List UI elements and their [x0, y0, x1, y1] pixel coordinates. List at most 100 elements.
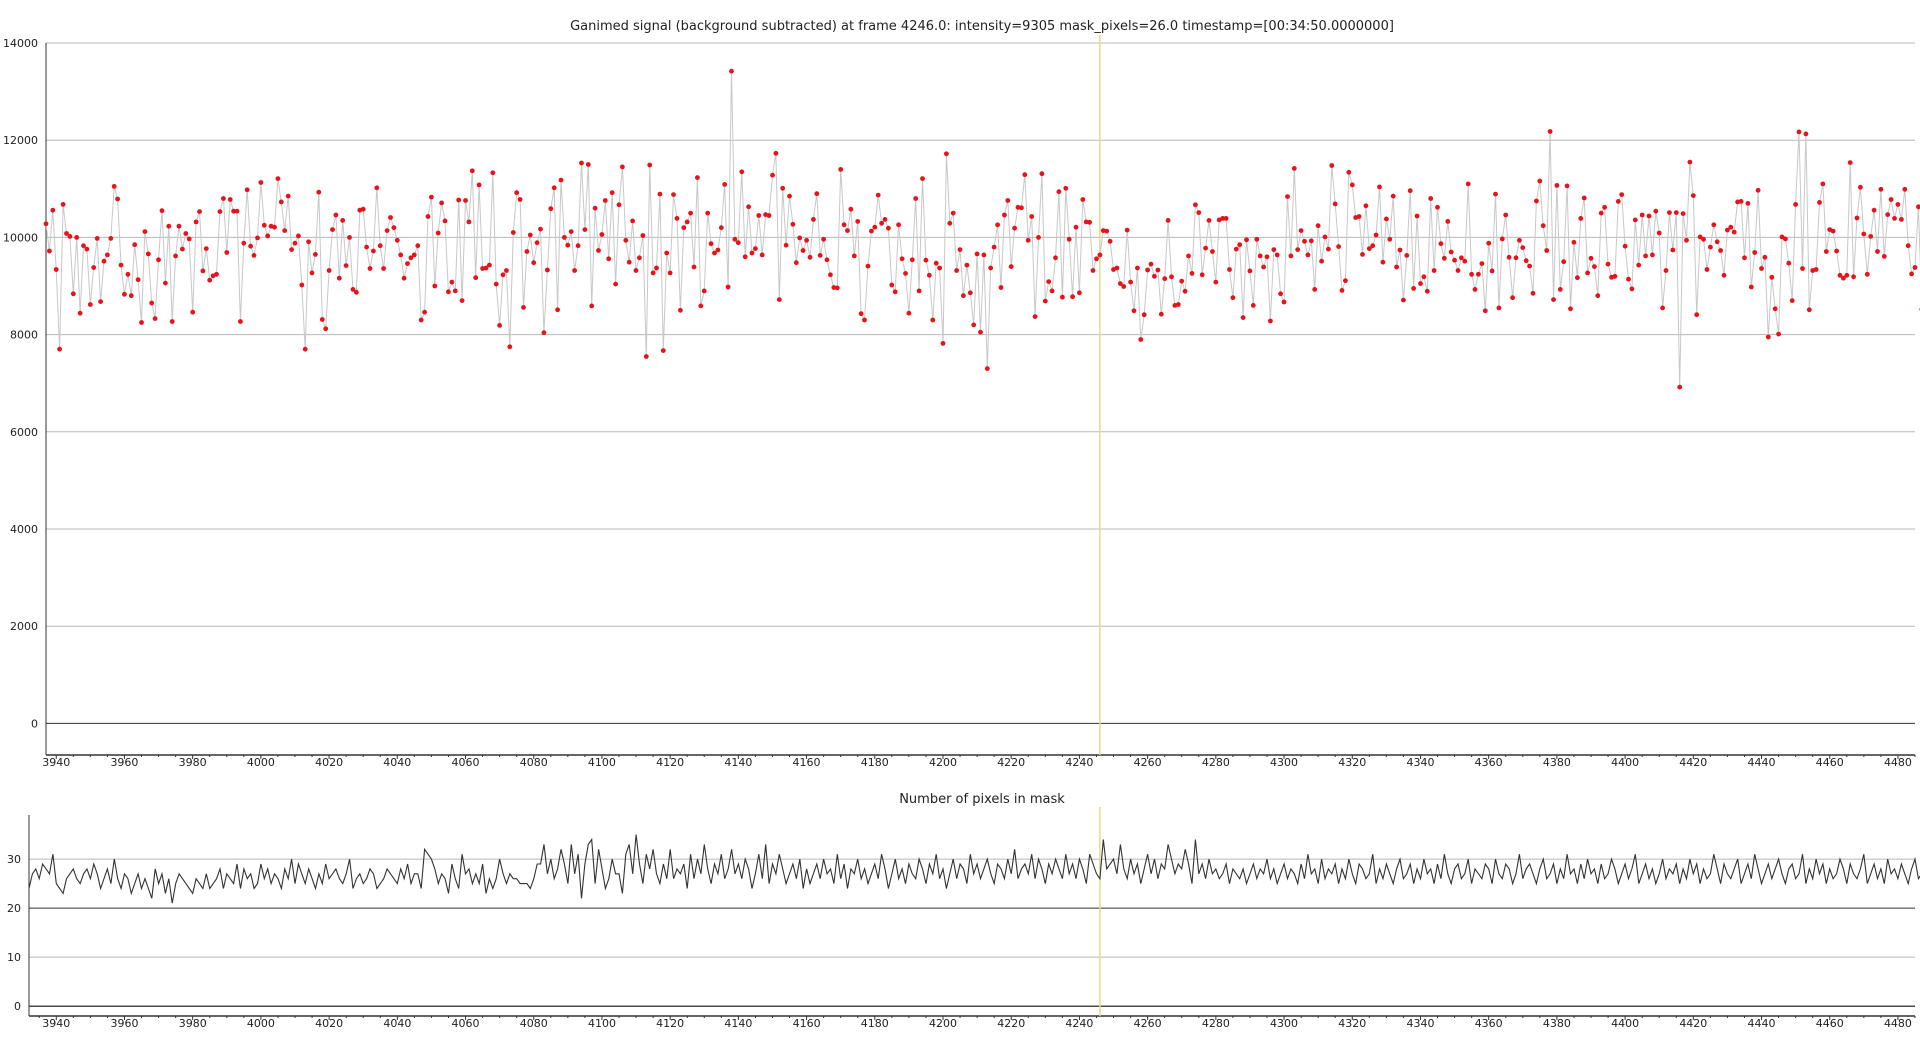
data-point [1765, 334, 1771, 340]
data-point [1141, 312, 1147, 318]
data-point [350, 287, 356, 292]
data-point [183, 231, 189, 236]
data-point [1394, 264, 1399, 270]
data-point [558, 177, 564, 183]
data-point [585, 162, 591, 167]
data-point [1503, 212, 1509, 218]
data-point [1479, 261, 1485, 266]
data-point [1411, 286, 1416, 291]
data-point [1728, 224, 1734, 230]
data-point [354, 289, 359, 295]
data-point [1585, 270, 1590, 276]
x-tick-label: 4360 [1475, 756, 1503, 769]
data-point [1677, 384, 1683, 390]
data-point [1268, 318, 1273, 324]
data-point [469, 168, 475, 174]
data-point [1465, 181, 1471, 187]
data-point [1537, 178, 1543, 184]
data-point [1858, 184, 1863, 190]
data-point [1899, 217, 1904, 222]
data-point [316, 189, 322, 195]
x-tick-label: 4020 [315, 1017, 343, 1030]
data-point [377, 243, 383, 249]
data-point [1615, 199, 1621, 204]
data-point [64, 231, 69, 236]
data-point [606, 256, 612, 262]
data-point [1431, 268, 1437, 273]
x-tick-label: 3940 [42, 1017, 70, 1030]
x-tick-label: 4300 [1270, 756, 1298, 769]
data-point [538, 226, 543, 232]
data-point [173, 253, 179, 259]
data-point [1254, 236, 1260, 242]
data-point [886, 225, 891, 231]
data-point [176, 223, 182, 229]
data-point [1029, 214, 1035, 219]
data-point [517, 197, 523, 202]
y-tick-label: 4000 [10, 523, 38, 536]
data-point [77, 310, 83, 316]
data-point [1540, 223, 1546, 229]
data-point [313, 252, 318, 257]
data-point [463, 198, 468, 203]
y-tick-label: 10 [7, 951, 21, 964]
data-point [701, 288, 707, 294]
data-point [91, 265, 97, 270]
data-point [1748, 284, 1754, 290]
data-point [309, 270, 315, 276]
data-point [231, 208, 237, 214]
x-tick-label: 4060 [452, 1017, 480, 1030]
data-point [221, 196, 226, 201]
x-tick-label: 4080 [520, 756, 548, 769]
data-point [858, 311, 864, 317]
data-point [1718, 248, 1723, 253]
data-point [1902, 186, 1908, 192]
data-point [1687, 159, 1693, 165]
data-point [906, 310, 912, 316]
data-point [1162, 276, 1168, 282]
data-point [903, 271, 908, 276]
data-point [1233, 246, 1239, 252]
y-tick-label: 0 [31, 717, 38, 730]
data-point [1622, 243, 1628, 249]
data-point [974, 251, 980, 257]
data-point [1005, 198, 1011, 203]
data-point [1070, 294, 1075, 300]
data-point [1561, 259, 1567, 265]
data-point [1169, 274, 1174, 280]
data-point [1373, 232, 1379, 238]
data-point [1182, 288, 1188, 294]
x-tick-label: 4380 [1543, 1017, 1571, 1030]
data-point [1370, 243, 1376, 249]
data-point [1053, 255, 1058, 261]
data-point [1554, 183, 1560, 188]
data-point [1820, 181, 1826, 187]
data-point [848, 206, 854, 212]
data-point [712, 250, 717, 256]
data-point [87, 302, 93, 307]
data-point [139, 320, 144, 325]
data-point [1725, 227, 1730, 233]
data-point [1250, 303, 1256, 308]
data-point [746, 204, 751, 210]
data-point [807, 254, 813, 260]
data-point [1643, 253, 1648, 259]
data-point [1588, 255, 1594, 261]
data-point [1499, 236, 1505, 242]
data-point [899, 256, 905, 262]
data-point [497, 323, 502, 328]
x-tick-label: 4200 [929, 1017, 957, 1030]
data-point [1711, 222, 1717, 228]
chart-1-title: Ganimed signal (background subtracted) a… [570, 19, 1394, 34]
data-point [1568, 306, 1573, 312]
data-point [1619, 192, 1625, 198]
x-tick-label: 4460 [1816, 756, 1844, 769]
data-point [1493, 191, 1498, 197]
y-tick-label: 12000 [3, 134, 38, 147]
data-point [1012, 225, 1017, 231]
x-tick-label: 4340 [1406, 1017, 1434, 1030]
data-point [1885, 212, 1891, 218]
data-point [855, 219, 861, 224]
data-point [988, 265, 994, 271]
x-tick-label: 4300 [1270, 1017, 1298, 1030]
